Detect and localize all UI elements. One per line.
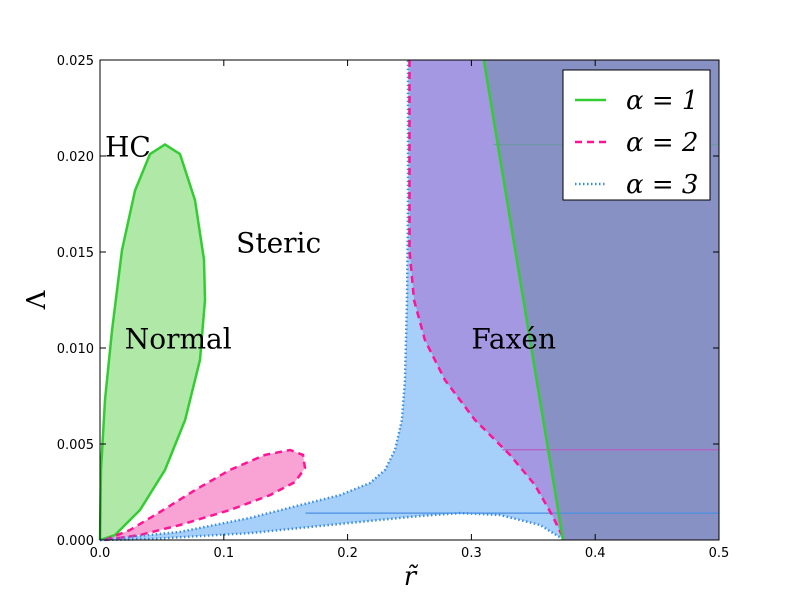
region-label-normal: Normal bbox=[125, 322, 232, 355]
y-tick-label: 0.015 bbox=[57, 246, 94, 261]
region-label-faxén: Faxén bbox=[471, 322, 556, 355]
region-label-hc: HC bbox=[105, 130, 151, 163]
alpha2-faxen-boundary-line bbox=[408, 60, 566, 541]
y-axis-label: Λ bbox=[22, 289, 52, 310]
legend: α = 1 α = 2 α = 3 bbox=[562, 69, 711, 201]
x-tick-label: 0.5 bbox=[709, 546, 730, 561]
legend-label-1: α = 1 bbox=[626, 86, 698, 116]
y-tick-label: 0.010 bbox=[57, 342, 94, 357]
legend-label-2: α = 2 bbox=[626, 128, 698, 158]
x-tick-label: 0.0 bbox=[90, 546, 111, 561]
region-label-steric: Steric bbox=[236, 226, 321, 259]
y-tick-label: 0.020 bbox=[57, 150, 94, 165]
region-labels: HC Steric Normal Faxén bbox=[105, 130, 556, 355]
legend-label-3: α = 3 bbox=[626, 170, 698, 200]
alpha2-normal-region bbox=[105, 450, 305, 540]
alpha2-faxen-region bbox=[409, 60, 565, 540]
y-tick-label: 0.000 bbox=[57, 534, 94, 549]
boundary-lines bbox=[98, 59, 719, 542]
x-tick-label: 0.1 bbox=[213, 546, 234, 561]
alpha1-faxen-boundary-line bbox=[482, 59, 565, 541]
y-tick-label: 0.025 bbox=[57, 54, 94, 69]
alpha1-normal-boundary-line bbox=[98, 143, 207, 542]
legend-box bbox=[562, 69, 711, 201]
x-tick-label: 0.3 bbox=[461, 546, 482, 561]
x-tick-label: 0.4 bbox=[585, 546, 606, 561]
plot-frame bbox=[99, 59, 720, 541]
y-tick-label: 0.005 bbox=[57, 438, 94, 453]
alpha3-lower-boundary-line bbox=[99, 511, 565, 542]
x-axis-label: r̃ bbox=[404, 562, 419, 592]
alpha2-normal-boundary-line bbox=[104, 448, 307, 542]
alpha3-region bbox=[100, 60, 565, 540]
alpha3-upper-boundary-line bbox=[99, 60, 410, 542]
alpha1-normal-region bbox=[100, 144, 205, 540]
x-tick-label: 0.2 bbox=[337, 546, 358, 561]
axis-ticks: 0.0 0.1 0.2 0.3 0.4 0.5 0.000 0.005 0.010 0.015 0.… bbox=[57, 54, 730, 561]
